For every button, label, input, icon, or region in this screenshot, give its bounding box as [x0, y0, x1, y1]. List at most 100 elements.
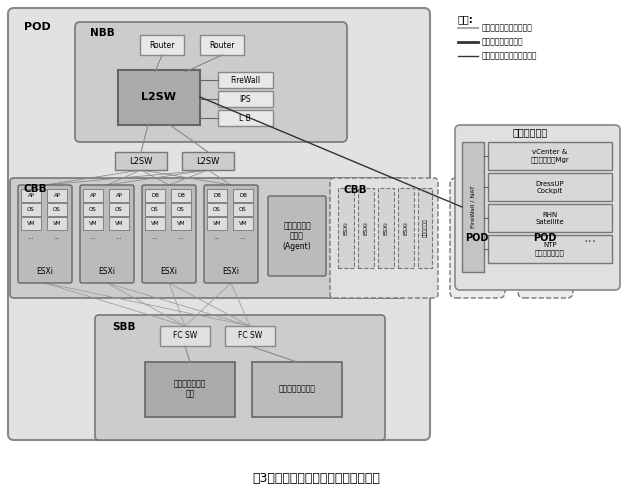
Bar	[418, 188, 432, 268]
Text: OS: OS	[89, 207, 97, 212]
Bar	[218, 110, 273, 126]
Bar	[200, 35, 244, 55]
Bar	[207, 203, 227, 216]
Bar	[21, 217, 41, 230]
Text: ...: ...	[54, 234, 60, 240]
Text: OS: OS	[177, 207, 185, 212]
Text: 管理用ネットワーク: 管理用ネットワーク	[482, 37, 523, 47]
FancyBboxPatch shape	[95, 315, 385, 440]
FancyBboxPatch shape	[455, 125, 620, 290]
Text: AP: AP	[27, 192, 35, 197]
Text: L2SW: L2SW	[129, 157, 153, 165]
Text: POD: POD	[534, 233, 556, 243]
Text: VM: VM	[213, 220, 221, 225]
Text: ...: ...	[116, 234, 122, 240]
Text: ...: ...	[213, 234, 220, 240]
Bar	[145, 217, 165, 230]
Text: RHN
Satellite: RHN Satellite	[536, 212, 564, 224]
Text: DB: DB	[239, 192, 247, 197]
Bar	[21, 189, 41, 202]
FancyBboxPatch shape	[80, 185, 134, 283]
Text: テープライブラリ: テープライブラリ	[279, 384, 315, 393]
Text: Router: Router	[210, 40, 235, 50]
Text: ESXi: ESXi	[37, 268, 54, 276]
Bar	[207, 189, 227, 202]
Text: CBB: CBB	[344, 185, 368, 195]
Text: サービス用ネットワーク: サービス用ネットワーク	[482, 24, 533, 32]
Text: OS: OS	[239, 207, 247, 212]
FancyBboxPatch shape	[330, 178, 438, 298]
Bar	[358, 188, 374, 268]
Text: FireWall: FireWall	[230, 76, 260, 84]
Bar	[109, 203, 129, 216]
Text: ESXi: ESXi	[384, 221, 389, 235]
Bar	[145, 362, 235, 417]
Text: バックアップ: バックアップ	[422, 218, 427, 237]
Text: OS: OS	[53, 207, 61, 212]
Text: ESXi: ESXi	[223, 268, 239, 276]
Text: SBB: SBB	[112, 322, 135, 332]
Text: ESXi: ESXi	[403, 221, 408, 235]
Text: VM: VM	[239, 220, 248, 225]
Text: ESXi: ESXi	[344, 221, 349, 235]
Text: VM: VM	[177, 220, 185, 225]
Bar	[83, 203, 103, 216]
Text: DB: DB	[213, 192, 221, 197]
Text: FC SW: FC SW	[173, 331, 197, 340]
Bar	[378, 188, 394, 268]
Text: ESXi: ESXi	[161, 268, 177, 276]
Text: AP: AP	[89, 192, 96, 197]
Bar	[83, 189, 103, 202]
FancyBboxPatch shape	[518, 178, 573, 298]
Bar	[47, 217, 67, 230]
Bar	[488, 173, 612, 201]
Text: 管理系サーバ: 管理系サーバ	[512, 127, 548, 137]
Text: 図3　システム基盤のアーキテクチャ: 図3 システム基盤のアーキテクチャ	[252, 471, 380, 485]
Text: OS: OS	[151, 207, 159, 212]
Text: DB: DB	[177, 192, 185, 197]
Text: FireWall / NAT: FireWall / NAT	[470, 186, 475, 228]
Text: L2SW: L2SW	[142, 92, 177, 102]
Bar	[145, 203, 165, 216]
Text: バックアップ
サーバ
(Agent): バックアップ サーバ (Agent)	[282, 221, 311, 251]
Bar	[233, 203, 253, 216]
Bar	[118, 70, 200, 125]
Bar	[233, 189, 253, 202]
Text: OS: OS	[27, 207, 35, 212]
Text: vCenter &
バックアップMgr: vCenter & バックアップMgr	[530, 149, 569, 163]
FancyBboxPatch shape	[75, 22, 347, 142]
Bar	[47, 189, 67, 202]
Text: ストレージ用ネットワーク: ストレージ用ネットワーク	[482, 52, 537, 60]
Text: ...: ...	[152, 234, 158, 240]
Text: IPS: IPS	[239, 94, 251, 104]
Bar	[225, 326, 275, 346]
Text: VM: VM	[53, 220, 61, 225]
Bar	[462, 142, 484, 272]
Text: ESXi: ESXi	[99, 268, 115, 276]
Text: AP: AP	[54, 192, 61, 197]
Bar	[83, 217, 103, 230]
Bar	[488, 204, 612, 232]
Bar	[207, 217, 227, 230]
Bar	[160, 326, 210, 346]
Bar	[218, 91, 273, 107]
Text: VM: VM	[115, 220, 123, 225]
Text: ...: ...	[28, 234, 34, 240]
Text: FC SW: FC SW	[238, 331, 262, 340]
FancyBboxPatch shape	[204, 185, 258, 283]
Bar	[171, 189, 191, 202]
Text: ESXi: ESXi	[363, 221, 368, 235]
FancyBboxPatch shape	[18, 185, 72, 283]
Text: ディスクアレイ
装置: ディスクアレイ 装置	[174, 380, 206, 399]
Text: 凡例:: 凡例:	[458, 14, 473, 24]
Text: OS: OS	[115, 207, 123, 212]
FancyBboxPatch shape	[142, 185, 196, 283]
Text: ...: ...	[584, 231, 596, 245]
Bar	[140, 35, 184, 55]
Bar	[218, 72, 273, 88]
Text: VM: VM	[151, 220, 159, 225]
Text: VM: VM	[27, 220, 35, 225]
Bar	[488, 142, 612, 170]
Text: OS: OS	[213, 207, 221, 212]
Bar	[488, 235, 612, 263]
